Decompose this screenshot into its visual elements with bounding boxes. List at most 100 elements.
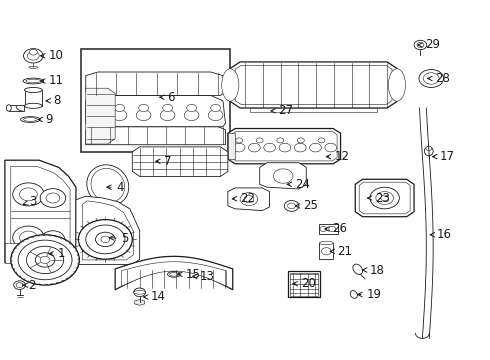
Text: 9: 9	[38, 113, 52, 126]
Ellipse shape	[353, 264, 363, 274]
Ellipse shape	[29, 66, 38, 68]
Text: 10: 10	[41, 49, 64, 62]
Circle shape	[329, 226, 336, 231]
Ellipse shape	[91, 168, 124, 202]
Circle shape	[112, 110, 127, 121]
Circle shape	[24, 49, 43, 63]
Ellipse shape	[26, 79, 41, 83]
Text: 23: 23	[368, 192, 390, 204]
Circle shape	[136, 110, 151, 121]
Ellipse shape	[170, 273, 178, 276]
Circle shape	[91, 104, 100, 112]
Text: 29: 29	[418, 39, 441, 51]
Circle shape	[236, 138, 243, 143]
Text: 25: 25	[295, 199, 318, 212]
Text: 6: 6	[160, 91, 175, 104]
Polygon shape	[231, 131, 337, 161]
Circle shape	[139, 104, 148, 112]
Circle shape	[381, 195, 389, 201]
Circle shape	[40, 189, 66, 207]
Ellipse shape	[350, 291, 357, 298]
Circle shape	[88, 110, 103, 121]
Polygon shape	[260, 163, 306, 189]
Bar	[24, 90, 42, 106]
Ellipse shape	[221, 69, 239, 101]
Circle shape	[20, 231, 37, 244]
Circle shape	[294, 143, 306, 152]
Circle shape	[297, 138, 304, 143]
Circle shape	[29, 49, 37, 55]
Circle shape	[163, 104, 172, 112]
Polygon shape	[228, 188, 270, 211]
Text: 22: 22	[232, 192, 255, 205]
Text: 14: 14	[144, 291, 166, 303]
Circle shape	[244, 195, 254, 203]
Bar	[318, 224, 338, 234]
Ellipse shape	[168, 271, 180, 277]
Polygon shape	[250, 108, 377, 112]
Text: 3: 3	[24, 195, 37, 208]
Polygon shape	[11, 166, 70, 258]
Text: 27: 27	[271, 104, 294, 117]
Text: 26: 26	[325, 222, 347, 235]
Polygon shape	[5, 160, 76, 263]
Polygon shape	[86, 88, 115, 144]
Text: 20: 20	[293, 277, 316, 290]
Text: 15: 15	[178, 268, 200, 281]
Text: 13: 13	[193, 270, 215, 283]
Circle shape	[20, 188, 37, 201]
Polygon shape	[135, 300, 145, 305]
Circle shape	[26, 246, 64, 274]
Bar	[288, 271, 320, 297]
Text: 12: 12	[326, 150, 349, 163]
Circle shape	[40, 256, 50, 264]
Ellipse shape	[21, 117, 40, 122]
Circle shape	[86, 225, 125, 254]
Circle shape	[240, 193, 258, 206]
Circle shape	[370, 187, 399, 209]
Polygon shape	[228, 133, 235, 159]
Circle shape	[184, 110, 199, 121]
Circle shape	[273, 169, 293, 183]
Circle shape	[187, 104, 196, 112]
Circle shape	[279, 143, 291, 152]
Circle shape	[417, 42, 424, 48]
Circle shape	[35, 253, 55, 267]
Circle shape	[78, 220, 132, 259]
Ellipse shape	[23, 78, 44, 84]
Ellipse shape	[24, 118, 37, 121]
Circle shape	[46, 193, 60, 203]
Ellipse shape	[24, 103, 42, 108]
Text: 16: 16	[430, 228, 452, 241]
Bar	[81, 49, 230, 152]
Bar	[319, 243, 333, 259]
Ellipse shape	[87, 165, 129, 206]
Text: 1: 1	[49, 247, 65, 260]
Polygon shape	[359, 182, 410, 214]
Ellipse shape	[389, 69, 406, 101]
Text: 18: 18	[363, 264, 385, 276]
Circle shape	[96, 232, 115, 247]
Circle shape	[13, 183, 44, 206]
Circle shape	[321, 248, 331, 255]
Polygon shape	[76, 196, 140, 265]
Circle shape	[284, 201, 299, 211]
Polygon shape	[132, 147, 228, 176]
Polygon shape	[355, 179, 414, 217]
Circle shape	[115, 104, 124, 112]
Circle shape	[423, 73, 439, 84]
Circle shape	[134, 288, 146, 297]
Circle shape	[14, 281, 25, 289]
Circle shape	[256, 138, 263, 143]
Circle shape	[16, 283, 23, 288]
Ellipse shape	[6, 105, 11, 111]
Circle shape	[13, 226, 44, 249]
Circle shape	[264, 143, 275, 152]
Text: 19: 19	[358, 288, 382, 301]
Polygon shape	[86, 95, 225, 127]
Circle shape	[414, 40, 427, 50]
Circle shape	[27, 51, 39, 60]
Polygon shape	[82, 201, 133, 260]
Circle shape	[101, 236, 110, 243]
Bar	[9, 105, 24, 111]
